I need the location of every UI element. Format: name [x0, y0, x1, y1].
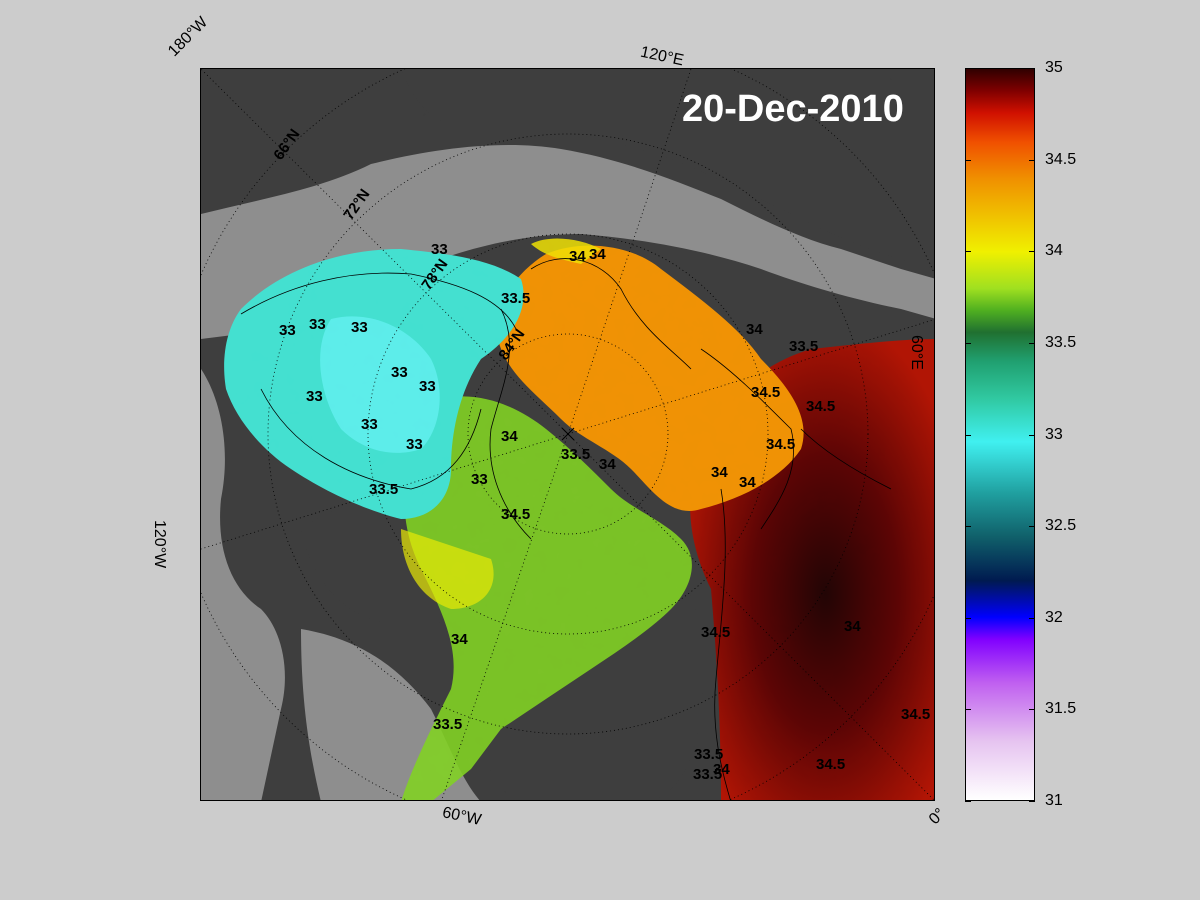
contour-label: 33: [351, 319, 368, 336]
colorbar-tick-mark: [1029, 709, 1035, 711]
colorbar-tick-label: 35: [1045, 59, 1063, 76]
colorbar-tick-mark: [965, 159, 971, 161]
contour-label: 34.5: [901, 706, 930, 723]
contour-label: 33.5: [501, 290, 530, 307]
contour-label: 33.5: [561, 446, 590, 463]
colorbar-tick-mark: [965, 709, 971, 711]
contour-label: 34: [711, 464, 728, 481]
colorbar-tick-label: 31: [1045, 792, 1063, 809]
colorbar-tick-mark: [1029, 251, 1035, 253]
colorbar-tick-mark: [1029, 434, 1035, 436]
water-yellow-archipelago: [401, 529, 494, 609]
water-beaufort-core: [320, 316, 440, 453]
lon-label-180w: 180°W: [165, 13, 212, 61]
colorbar-tick-mark: [1029, 159, 1035, 161]
lon-label-60w: 60°W: [440, 804, 483, 829]
contour-label: 34.5: [816, 756, 845, 773]
colorbar-tick-mark: [965, 251, 971, 253]
contour-label: 34: [451, 631, 468, 648]
contour-label: 34: [746, 321, 763, 338]
colorbar-tick-mark: [1029, 617, 1035, 619]
water-eurasian-basin: [496, 245, 804, 511]
shelf-nodata-siberia: [201, 144, 934, 339]
colorbar-tick-mark: [1029, 526, 1035, 528]
contour-label: 34.5: [751, 384, 780, 401]
colorbar-tick-mark: [965, 526, 971, 528]
contour-label: 34.5: [766, 436, 795, 453]
colorbar-tick-mark: [1029, 342, 1035, 344]
contour-label: 33: [306, 388, 323, 405]
contour-label: 34: [713, 761, 730, 778]
colorbar-tick-label: 32: [1045, 608, 1063, 626]
contour-value-labels: 33 34 34 33.5 33 33 33 34 33.5 33 33 33 …: [279, 241, 930, 783]
salinity-colorbar: [965, 68, 1035, 801]
contour-label: 34: [844, 618, 861, 635]
contour-label: 33.5: [693, 766, 722, 783]
shelf-nodata-canada: [201, 369, 285, 800]
colorbar-tick-mark: [1029, 68, 1035, 69]
lon-label-120w: 120°W: [151, 520, 168, 569]
contour-label: 34.5: [806, 398, 835, 415]
date-label: 20-Dec-2010: [682, 88, 904, 130]
colorbar-tick-mark: [965, 801, 971, 802]
lon-label-0: 0°: [925, 805, 949, 829]
contour-label: 33: [406, 436, 423, 453]
water-transition-band: [401, 396, 692, 800]
contour-label: 33.5: [369, 481, 398, 498]
contour-label: 34.5: [701, 624, 730, 641]
colorbar-tick-mark: [965, 434, 971, 436]
water-yellow-arc: [531, 238, 601, 264]
colorbar-tick-label: 32.5: [1045, 517, 1077, 535]
colorbar-tick-label: 33: [1045, 425, 1063, 443]
colorbar-tick-mark: [965, 68, 971, 69]
colorbar-tick-mark: [965, 342, 971, 344]
contour-label: 33.5: [694, 746, 723, 763]
contour-label: 33: [419, 378, 436, 395]
contour-label: 33.5: [789, 338, 818, 355]
contour-label: 33: [361, 416, 378, 433]
arctic-salinity-map: 66°N 72°N 78°N 84°N 33 34 34 33.5 33 33 …: [200, 68, 935, 801]
contour-label: 33: [391, 364, 408, 381]
colorbar-tick-label: 33.5: [1045, 333, 1077, 351]
contour-label: 34: [501, 428, 518, 445]
contour-lines: [240, 258, 892, 800]
contour-label: 33: [471, 471, 488, 488]
contour-label: 34: [569, 248, 586, 265]
graticule: [201, 69, 934, 800]
contour-label: 33: [431, 241, 448, 258]
lon-label-120e: 120°E: [638, 43, 686, 70]
colorbar-tick-label: 34: [1045, 242, 1063, 260]
lon-label-60e: 60°E: [908, 335, 925, 370]
contour-label: 34: [739, 474, 756, 491]
contour-label: 33.5: [433, 716, 462, 733]
contour-label: 33: [279, 322, 296, 339]
contour-label: 34.5: [501, 506, 530, 523]
colorbar-tick-label: 31.5: [1045, 700, 1077, 718]
north-pole-marker: [561, 427, 575, 441]
land-siberia: [401, 69, 934, 269]
colorbar-tick-mark: [965, 617, 971, 619]
colorbar-tick-label: 34.5: [1045, 150, 1077, 168]
colorbar-tick-mark: [1029, 801, 1035, 802]
map-canvas: 66°N 72°N 78°N 84°N 33 34 34 33.5 33 33 …: [201, 69, 934, 800]
contour-label: 33: [309, 316, 326, 333]
contour-label: 34: [599, 456, 616, 473]
contour-label: 34: [589, 246, 606, 263]
